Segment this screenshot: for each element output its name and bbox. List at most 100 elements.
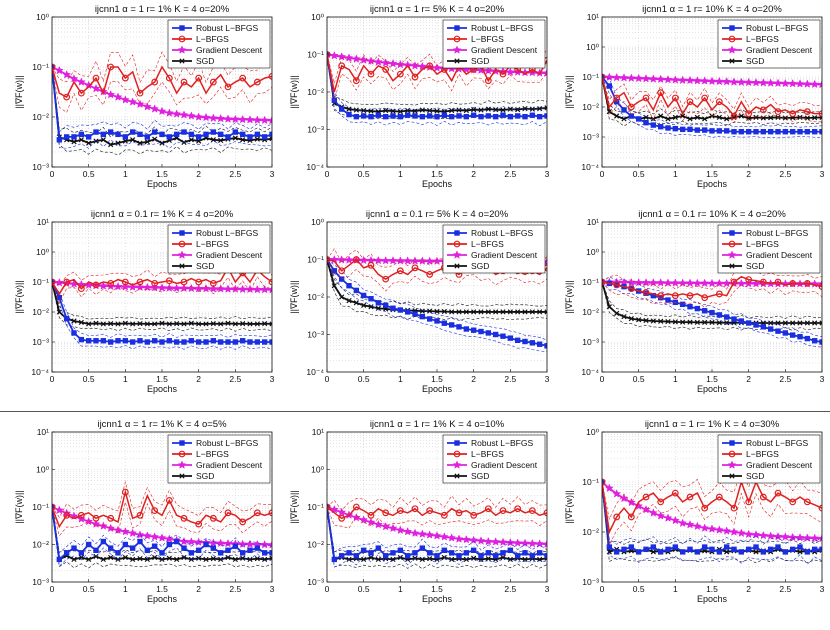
data-point xyxy=(804,320,810,326)
data-point xyxy=(492,331,499,338)
data-point xyxy=(650,116,656,122)
y-tick-label: 10⁻¹ xyxy=(32,62,49,72)
data-point xyxy=(245,115,255,124)
data-point xyxy=(804,549,811,555)
data-point xyxy=(811,338,818,344)
data-point xyxy=(767,326,774,332)
data-point xyxy=(694,549,701,555)
data-point xyxy=(262,556,268,563)
data-point xyxy=(225,134,231,140)
data-point xyxy=(166,541,173,548)
data-point xyxy=(338,514,346,522)
data-point xyxy=(419,313,426,320)
legend-marker xyxy=(177,460,187,469)
series-envelope xyxy=(52,281,272,332)
data-point xyxy=(232,135,238,141)
series-envelope xyxy=(327,506,547,553)
x-tick-label: 1.5 xyxy=(156,374,168,384)
data-point xyxy=(247,134,253,140)
data-point xyxy=(724,116,730,122)
series-envelope xyxy=(52,506,272,555)
x-tick-label: 2 xyxy=(196,584,201,594)
data-point xyxy=(388,523,398,533)
data-point xyxy=(329,51,339,60)
data-point xyxy=(267,540,272,549)
data-point xyxy=(254,136,260,142)
data-point xyxy=(254,556,260,562)
y-axis-label: ||∇F(w)|| xyxy=(14,490,24,523)
series-1 xyxy=(602,469,822,546)
series-line xyxy=(52,489,272,529)
data-point xyxy=(427,107,433,114)
data-point xyxy=(346,106,352,112)
data-point xyxy=(122,134,129,140)
data-point xyxy=(397,113,404,120)
data-point xyxy=(100,338,107,344)
data-point xyxy=(426,316,433,322)
data-point xyxy=(115,131,121,138)
data-point xyxy=(77,511,85,519)
data-point xyxy=(368,550,374,556)
data-point xyxy=(173,339,180,345)
data-point xyxy=(410,61,420,70)
data-point xyxy=(687,126,693,133)
data-point xyxy=(715,493,723,501)
legend-marker xyxy=(179,263,185,269)
data-point xyxy=(71,318,77,324)
data-point xyxy=(746,115,752,121)
data-point xyxy=(54,65,64,75)
data-point xyxy=(218,137,224,144)
data-point xyxy=(520,538,530,548)
data-point xyxy=(260,540,270,549)
data-point xyxy=(701,94,709,102)
data-point xyxy=(782,320,788,326)
data-point xyxy=(223,284,233,293)
data-point xyxy=(672,125,679,132)
x-tick-label: 2 xyxy=(746,169,751,179)
data-point xyxy=(751,530,761,539)
series-group xyxy=(52,257,272,350)
chart-svg: ijcnn1 α = 1 r= 1% K = 4 o=20%10⁻³10⁻²10… xyxy=(14,4,275,189)
data-point xyxy=(759,278,767,286)
x-axis-label: Epochs xyxy=(697,594,728,604)
chart-title: ijcnn1 α = 0.1 r= 1% K = 4 o=20% xyxy=(91,209,234,220)
axes-frame xyxy=(51,431,273,583)
data-point xyxy=(267,285,272,294)
data-point xyxy=(368,304,374,310)
data-point xyxy=(782,129,789,135)
data-point xyxy=(91,83,101,93)
x-tick-label: 0 xyxy=(50,584,55,594)
legend-marker xyxy=(453,35,461,43)
data-point xyxy=(107,339,114,345)
data-point xyxy=(195,547,202,554)
data-point xyxy=(804,335,811,342)
data-point xyxy=(157,106,167,116)
data-point xyxy=(797,549,803,555)
y-tick-label: 10⁻⁴ xyxy=(31,367,49,377)
chart-panel: ijcnn1 α = 0.1 r= 1% K = 4 o=20% 10⁻⁴ 10⁻³… xyxy=(0,205,280,410)
data-point xyxy=(239,518,247,526)
x-tick-label: 2.5 xyxy=(229,584,241,594)
data-point xyxy=(636,317,642,323)
data-point xyxy=(367,511,375,519)
data-point xyxy=(120,95,130,104)
data-point xyxy=(736,278,746,288)
series-group xyxy=(327,495,547,570)
data-point xyxy=(650,549,656,555)
data-point xyxy=(679,301,686,308)
x-axis-label: Epochs xyxy=(422,384,453,394)
data-point xyxy=(478,107,484,113)
series-0 xyxy=(52,279,272,350)
data-point xyxy=(775,114,781,121)
data-point xyxy=(730,278,738,286)
data-point xyxy=(129,129,136,135)
data-point xyxy=(613,281,621,289)
data-point xyxy=(470,547,477,554)
series-envelope xyxy=(602,481,822,545)
x-tick-label: 3 xyxy=(820,374,825,384)
data-point xyxy=(390,556,396,563)
data-point xyxy=(404,112,411,118)
data-point xyxy=(744,77,754,87)
data-point xyxy=(208,284,218,293)
